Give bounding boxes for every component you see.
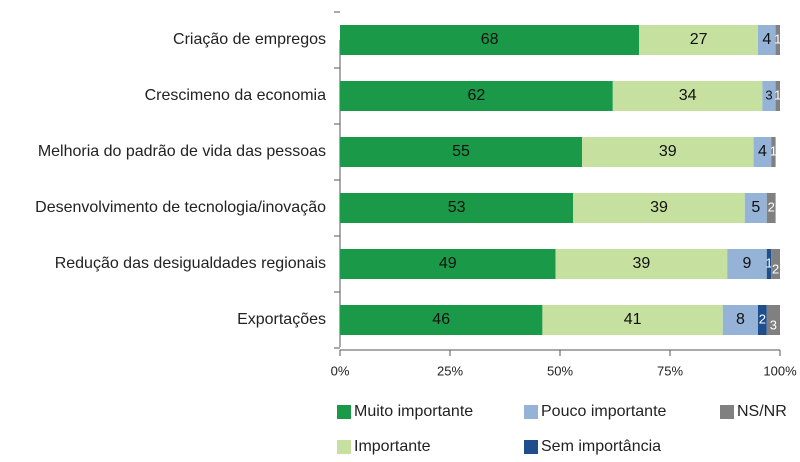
y-tick-label: Crescimeno da economia [145,87,327,104]
data-label: 5 [751,199,760,216]
bar-segment [542,305,723,335]
bar-segment [582,137,754,167]
data-label: 1 [774,31,781,46]
data-label: 1 [774,87,781,102]
data-label: 34 [679,87,697,104]
legend-swatch [720,405,734,419]
bar-segment [771,137,776,167]
bar-segment [766,305,780,335]
data-label: 2 [772,261,779,276]
bar-segment [573,193,745,223]
legend-label: NS/NR [737,403,787,420]
bar-segment [766,249,772,279]
data-label: 53 [448,199,466,216]
y-tick-label: Exportações [237,311,326,328]
legend-label: Muito importante [354,403,473,420]
bar-segment [775,25,780,55]
bar-segment [771,249,780,279]
legend-label: Sem importância [541,438,661,455]
bar-segment [340,81,613,111]
bar-segment [340,137,582,167]
bar-segment [758,305,767,335]
bar-segment [766,193,776,223]
bar-segment [612,81,763,111]
bar-segment [722,305,758,335]
data-label: 4 [762,31,771,48]
y-tick-label: Redução das desigualdades regionais [55,255,326,272]
bar-segment [753,137,772,167]
data-label: 1 [770,143,777,158]
data-label: 49 [439,255,457,272]
bar-segment [744,193,767,223]
x-tick-label: 100% [763,363,797,378]
legend-swatch [524,405,538,419]
bar-segment [758,25,776,55]
bar-segment [762,81,776,111]
legend-label: Importante [354,438,431,455]
x-tick-label: 25% [437,363,463,378]
bar-segment [555,249,728,279]
data-label: 27 [690,31,708,48]
data-label: 9 [743,255,752,272]
bar-segment [340,193,574,223]
data-label: 41 [624,311,642,328]
data-label: 46 [432,311,450,328]
legend-label: Pouco importante [541,403,667,420]
y-tick-label: Desenvolvimento de tecnologia/inovação [35,199,326,216]
x-tick-label: 50% [547,363,573,378]
bar-segment [340,305,543,335]
data-label: 39 [659,143,677,160]
data-label: 2 [759,311,766,326]
x-tick-label: 0% [331,363,350,378]
data-label: 4 [758,143,767,160]
data-label: 39 [633,255,651,272]
data-label: 3 [770,317,777,332]
bar-segment [639,25,758,55]
data-label: 1 [765,255,772,270]
x-tick-label: 75% [657,363,683,378]
y-tick-label: Criação de empregos [173,31,326,48]
data-label: 8 [736,311,745,328]
data-label: 55 [452,143,470,160]
bar-segment [340,25,640,55]
legend-swatch [524,440,538,454]
data-label: 39 [650,199,668,216]
legend-swatch [337,440,351,454]
data-label: 3 [765,87,772,102]
data-label: 2 [768,199,775,214]
data-label: 62 [468,87,486,104]
legend-swatch [337,405,351,419]
data-label: 68 [481,31,499,48]
y-tick-label: Melhoria do padrão de vida das pessoas [38,143,326,160]
bar-segment [727,249,767,279]
bar-segment [340,249,556,279]
bar-segment [775,81,780,111]
